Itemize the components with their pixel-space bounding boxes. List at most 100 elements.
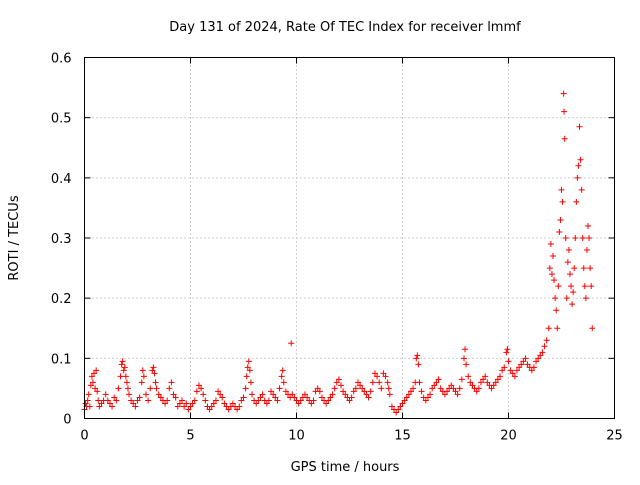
data-point (234, 406, 241, 413)
data-point (338, 382, 345, 389)
data-point (577, 156, 584, 163)
data-point (187, 403, 194, 410)
y-tick-label: 0.4 (51, 172, 72, 187)
data-point (458, 376, 465, 383)
data-point (198, 385, 205, 392)
data-point (405, 391, 412, 398)
data-point (589, 325, 596, 332)
data-point (562, 235, 569, 241)
data-point (164, 397, 171, 404)
data-point (570, 289, 577, 296)
data-point (413, 355, 420, 362)
data-point (576, 123, 583, 130)
data-point (282, 388, 289, 395)
data-point (142, 391, 149, 398)
data-point (410, 385, 417, 392)
data-point (369, 379, 376, 386)
data-point (484, 379, 491, 386)
data-point (546, 265, 553, 272)
data-point (172, 394, 179, 401)
y-axis-label: ROTI / TECUs (7, 195, 22, 280)
data-point (469, 382, 476, 389)
x-axis-label: GPS time / hours (291, 460, 400, 475)
data-point (248, 391, 255, 398)
data-point (200, 391, 207, 398)
data-point (452, 388, 459, 395)
data-point (475, 385, 482, 392)
data-point (513, 367, 520, 374)
data-point (522, 355, 529, 362)
data-point (541, 343, 548, 350)
data-point (86, 403, 93, 410)
data-point (276, 385, 283, 392)
data-point (551, 277, 558, 284)
data-point (238, 397, 245, 404)
data-point (147, 385, 154, 392)
data-point (128, 397, 135, 404)
data-point (441, 391, 448, 398)
data-point (191, 397, 198, 404)
data-point (210, 400, 217, 407)
data-point (153, 385, 160, 392)
y-tick-label: 0.5 (51, 112, 72, 127)
y-tick-label: 0.2 (51, 292, 72, 307)
data-point (429, 385, 436, 392)
data-point (548, 271, 555, 278)
data-point (297, 397, 304, 404)
data-point (265, 397, 272, 404)
axis-ticks: 0 5 10 15 20 25 0 0.1 0.2 0.3 0.4 0.5 0.6 (51, 52, 623, 444)
data-point (126, 391, 133, 398)
data-point (245, 358, 252, 365)
x-tick-label: 10 (288, 429, 305, 444)
data-point (95, 397, 102, 404)
data-point (219, 394, 226, 401)
data-point (138, 379, 145, 386)
data-point (505, 358, 512, 365)
data-point (386, 391, 393, 398)
data-point (130, 400, 137, 407)
data-point (304, 394, 311, 401)
data-point (333, 379, 340, 386)
data-point (331, 385, 338, 392)
data-point (586, 235, 593, 241)
data-point (460, 355, 467, 362)
data-point (327, 394, 334, 401)
data-point (450, 385, 457, 392)
data-point (583, 247, 590, 254)
data-point (444, 388, 451, 395)
data-point (124, 385, 131, 392)
data-point (568, 283, 575, 290)
data-point (454, 391, 461, 398)
data-point (499, 367, 506, 374)
data-point (559, 198, 566, 205)
data-point (367, 388, 374, 395)
data-point (295, 400, 302, 407)
data-point (354, 379, 361, 386)
data-point (492, 379, 499, 386)
data-point (556, 228, 563, 235)
data-point (242, 385, 249, 392)
data-point (212, 397, 219, 404)
data-point (151, 370, 158, 377)
data-point (289, 391, 296, 398)
data-point (221, 400, 228, 407)
data-point (82, 400, 89, 407)
data-point (240, 394, 247, 401)
data-point (518, 361, 525, 368)
data-point (456, 385, 463, 392)
data-point (581, 283, 588, 290)
data-point (217, 391, 224, 398)
data-point (162, 400, 169, 407)
data-point (578, 186, 585, 193)
data-point (473, 388, 480, 395)
data-point (565, 247, 572, 254)
data-point (545, 325, 552, 332)
data-point (580, 265, 587, 272)
data-point (272, 394, 279, 401)
y-tick-label: 0.6 (51, 52, 72, 67)
data-point (524, 361, 531, 368)
data-point (533, 358, 540, 365)
data-point (325, 397, 332, 404)
data-point (352, 385, 359, 392)
